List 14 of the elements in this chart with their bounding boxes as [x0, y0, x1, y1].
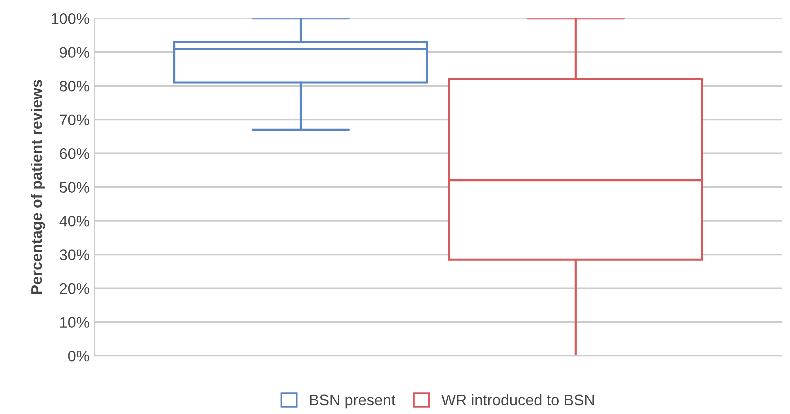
- y-tick-label: 60%: [60, 148, 90, 160]
- y-tick-label: 50%: [60, 182, 90, 194]
- y-tick-label: 100%: [52, 14, 90, 24]
- y-tick-label: 80%: [60, 80, 90, 92]
- y-tick-label: 0%: [68, 350, 90, 362]
- y-tick-label: 70%: [60, 114, 90, 126]
- y-tick-label: 10%: [60, 317, 90, 328]
- y-tick-label: 90%: [60, 47, 90, 58]
- legend-label: BSN present: [310, 394, 396, 409]
- y-tick-label: 30%: [60, 250, 90, 261]
- y-tick-label: 20%: [60, 283, 90, 294]
- y-tick-label: 40%: [60, 216, 90, 227]
- y-axis-title: Percentage of patient reviews: [31, 80, 46, 294]
- legend-label: WR introduced to BSN: [442, 394, 594, 406]
